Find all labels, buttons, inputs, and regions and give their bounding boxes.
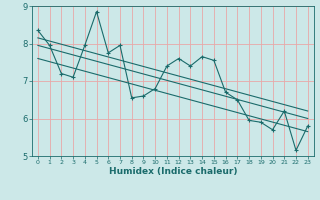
X-axis label: Humidex (Indice chaleur): Humidex (Indice chaleur) [108, 167, 237, 176]
